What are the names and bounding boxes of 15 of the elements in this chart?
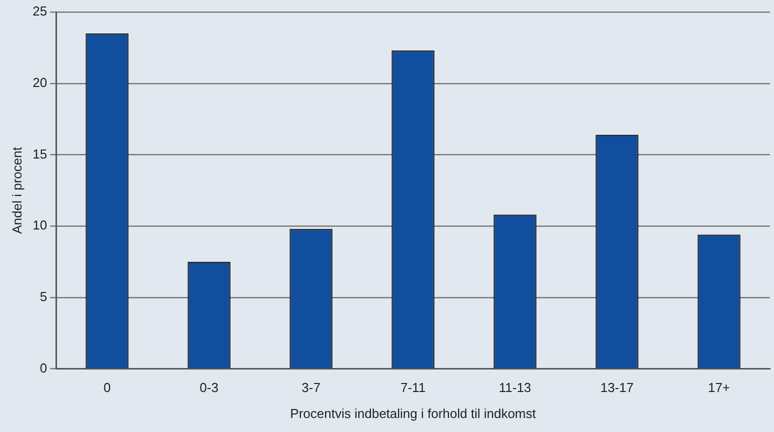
y-tick-label: 5 [40, 289, 48, 304]
y-tick-label: 0 [40, 360, 48, 376]
x-tick-label: 3-7 [302, 380, 320, 396]
x-tick-label: 7-11 [400, 380, 426, 396]
x-tick-label: 11-13 [498, 380, 532, 396]
y-tick-label: 10 [32, 218, 48, 233]
x-tick-label: 13-17 [600, 380, 634, 396]
y-tick-label: 20 [32, 74, 48, 90]
x-tick-label: 0 [103, 380, 111, 396]
y-tick-label: 15 [32, 146, 48, 162]
x-tick-label: 0-3 [200, 380, 218, 396]
x-tick-label: 17+ [708, 380, 730, 396]
y-axis-title: Andel i procent [9, 146, 24, 234]
x-axis-title: Procentvis indbetaling i forhold til indkomst [290, 406, 536, 421]
y-tick-label: 25 [32, 4, 48, 19]
